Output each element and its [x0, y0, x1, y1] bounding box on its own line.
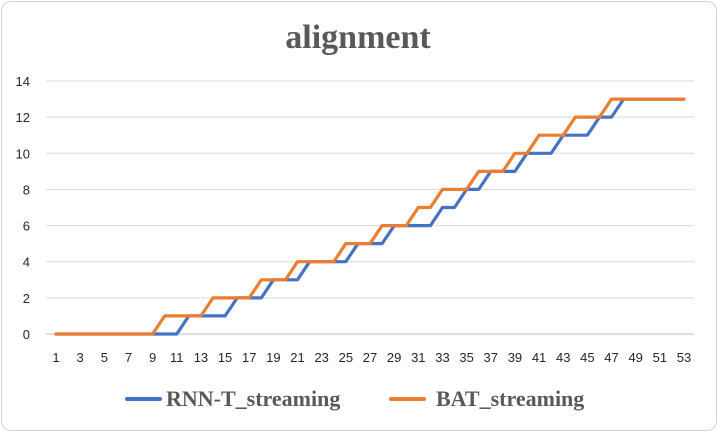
y-tick-label: 8 — [23, 182, 30, 197]
y-tick-label: 2 — [23, 291, 30, 306]
x-tick-label: 41 — [532, 350, 546, 365]
y-axis-ticks: 0 2 4 6 8 10 12 14 — [16, 74, 30, 342]
x-tick-label: 39 — [508, 350, 522, 365]
x-tick-label: 25 — [339, 350, 353, 365]
y-tick-label: 14 — [16, 74, 30, 89]
x-tick-label: 29 — [387, 350, 401, 365]
x-tick-label: 27 — [363, 350, 377, 365]
x-tick-label: 37 — [484, 350, 498, 365]
x-tick-label: 53 — [677, 350, 691, 365]
x-tick-label: 19 — [266, 350, 280, 365]
legend-label: RNN-T_streaming — [166, 386, 340, 411]
x-tick-label: 9 — [149, 350, 156, 365]
x-tick-label: 47 — [604, 350, 618, 365]
y-tick-label: 4 — [23, 255, 30, 270]
y-tick-label: 10 — [16, 146, 30, 161]
x-tick-label: 1 — [52, 350, 59, 365]
y-tick-label: 6 — [23, 219, 30, 234]
legend-label: BAT_streaming — [436, 386, 584, 411]
x-tick-label: 15 — [218, 350, 232, 365]
x-tick-label: 51 — [653, 350, 667, 365]
series-line — [54, 97, 686, 336]
x-tick-label: 3 — [77, 350, 84, 365]
y-tick-label: 0 — [23, 327, 30, 342]
series-lines — [54, 97, 686, 336]
x-tick-label: 7 — [125, 350, 132, 365]
chart-title: alignment — [285, 19, 431, 56]
x-tick-label: 33 — [435, 350, 449, 365]
x-tick-label: 49 — [628, 350, 642, 365]
x-tick-label: 11 — [170, 350, 184, 365]
x-axis-ticks: 1 3 5 7 9 11 13 15 17 19 21 23 25 27 29 31 33 35 37 39 41 43 4… — [52, 350, 691, 365]
x-tick-label: 43 — [556, 350, 570, 365]
series-line — [54, 97, 686, 336]
x-tick-label: 5 — [101, 350, 108, 365]
legend: RNN-T_streaming BAT_streaming — [125, 386, 584, 411]
x-tick-label: 23 — [314, 350, 328, 365]
y-tick-label: 12 — [16, 110, 30, 125]
x-tick-label: 13 — [194, 350, 208, 365]
x-tick-label: 17 — [242, 350, 256, 365]
x-tick-label: 45 — [580, 350, 594, 365]
x-tick-label: 21 — [290, 350, 304, 365]
x-tick-label: 35 — [459, 350, 473, 365]
x-tick-label: 31 — [411, 350, 425, 365]
